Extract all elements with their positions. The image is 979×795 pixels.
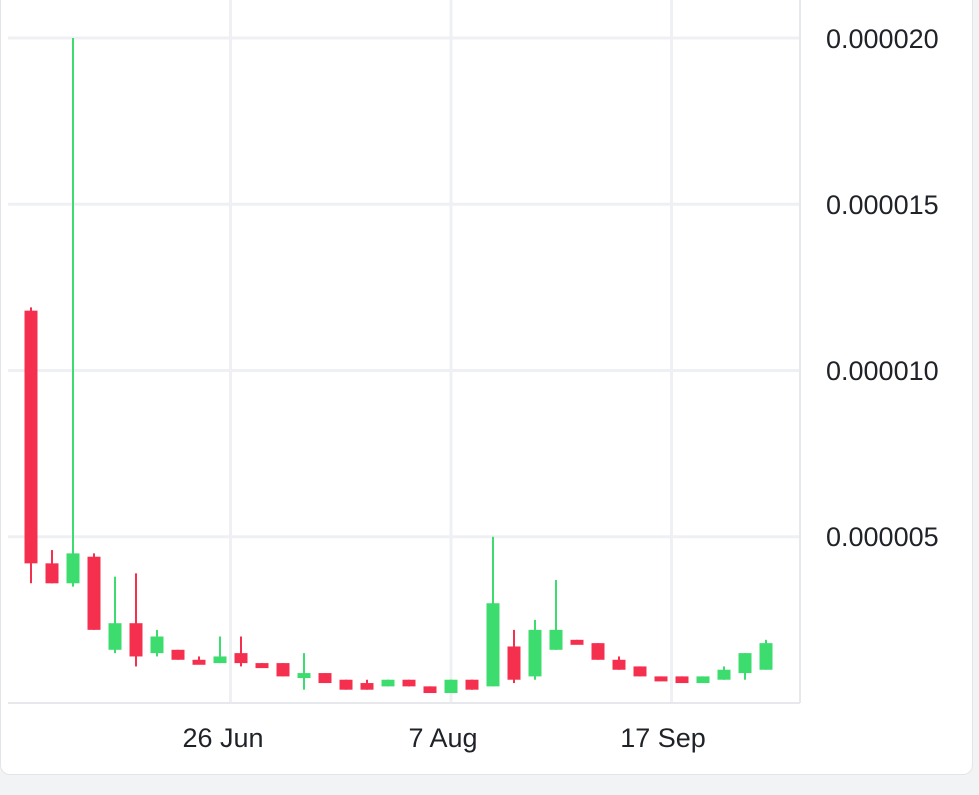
candle-down bbox=[675, 676, 689, 684]
x-tick-label: 7 Aug bbox=[408, 723, 477, 753]
x-tick-label: 26 Jun bbox=[182, 723, 263, 753]
candle-up bbox=[66, 553, 80, 584]
candle-down bbox=[129, 623, 143, 657]
candle-down bbox=[507, 646, 521, 680]
candle-down bbox=[339, 679, 353, 690]
candle-down bbox=[45, 563, 59, 584]
candle-down bbox=[654, 676, 668, 682]
candle-up bbox=[759, 643, 773, 670]
candle-up bbox=[297, 673, 311, 679]
candle-up bbox=[108, 623, 122, 650]
candle-down bbox=[465, 679, 479, 690]
candle-down bbox=[234, 653, 248, 664]
candle-up bbox=[150, 636, 164, 654]
candle-up bbox=[486, 603, 500, 687]
candle-down bbox=[255, 663, 269, 669]
candle-up bbox=[528, 629, 542, 677]
candle-down bbox=[360, 683, 374, 690]
y-tick-label: 0.000005 bbox=[826, 522, 939, 552]
candle-down bbox=[276, 663, 290, 677]
candle-up bbox=[738, 653, 752, 674]
candle-down bbox=[192, 659, 206, 665]
candle-down bbox=[318, 673, 332, 684]
candle-down bbox=[402, 679, 416, 687]
grid-lines bbox=[8, 0, 801, 704]
y-tick-label: 0.000010 bbox=[826, 356, 939, 386]
candle-up bbox=[549, 629, 563, 650]
candle-up bbox=[696, 676, 710, 684]
candle-down bbox=[612, 659, 626, 670]
candle-up bbox=[213, 656, 227, 664]
y-tick-label: 0.000015 bbox=[826, 190, 939, 220]
candle-down bbox=[591, 643, 605, 660]
candle-up bbox=[444, 679, 458, 694]
candle-down bbox=[570, 639, 584, 645]
x-axis: 26 Jun 7 Aug 17 Sep bbox=[182, 723, 705, 753]
candle-up bbox=[717, 669, 731, 680]
candle-down bbox=[633, 666, 647, 677]
candle-down bbox=[171, 649, 185, 660]
x-tick-label: 17 Sep bbox=[620, 723, 706, 753]
candle-up bbox=[381, 679, 395, 687]
candle-down bbox=[87, 556, 101, 630]
candle-down bbox=[423, 686, 437, 694]
y-axis: 0.000020 0.000015 0.000010 0.000005 bbox=[826, 24, 939, 552]
candle-down bbox=[24, 310, 38, 564]
y-tick-label: 0.000020 bbox=[826, 24, 939, 54]
candles bbox=[24, 38, 773, 694]
